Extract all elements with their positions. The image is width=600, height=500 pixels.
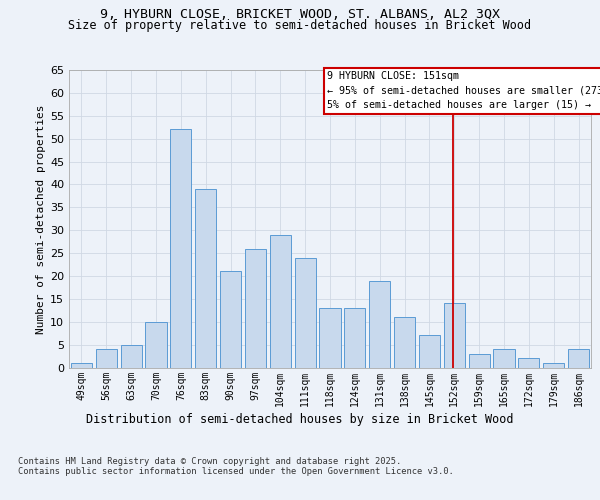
Bar — [543, 363, 564, 368]
Text: 9 HYBURN CLOSE: 151sqm
← 95% of semi-detached houses are smaller (273)
5% of sem: 9 HYBURN CLOSE: 151sqm ← 95% of semi-det… — [328, 72, 600, 110]
Bar — [469, 354, 490, 368]
Bar — [245, 248, 266, 368]
Y-axis label: Number of semi-detached properties: Number of semi-detached properties — [36, 104, 46, 334]
Bar — [344, 308, 365, 368]
Bar — [170, 130, 191, 368]
Bar — [96, 349, 117, 368]
Bar — [270, 235, 291, 368]
Bar — [518, 358, 539, 368]
Text: Distribution of semi-detached houses by size in Bricket Wood: Distribution of semi-detached houses by … — [86, 412, 514, 426]
Bar — [319, 308, 341, 368]
Bar — [195, 189, 216, 368]
Bar — [568, 349, 589, 368]
Bar — [71, 363, 92, 368]
Bar — [295, 258, 316, 368]
Text: Size of property relative to semi-detached houses in Bricket Wood: Size of property relative to semi-detach… — [68, 18, 532, 32]
Bar — [220, 272, 241, 368]
Text: Contains HM Land Registry data © Crown copyright and database right 2025.: Contains HM Land Registry data © Crown c… — [18, 458, 401, 466]
Bar — [121, 344, 142, 368]
Bar — [369, 280, 390, 368]
Bar — [394, 317, 415, 368]
Text: 9, HYBURN CLOSE, BRICKET WOOD, ST. ALBANS, AL2 3QX: 9, HYBURN CLOSE, BRICKET WOOD, ST. ALBAN… — [100, 8, 500, 20]
Bar — [145, 322, 167, 368]
Bar — [444, 304, 465, 368]
Bar — [493, 349, 515, 368]
Bar — [419, 336, 440, 368]
Text: Contains public sector information licensed under the Open Government Licence v3: Contains public sector information licen… — [18, 468, 454, 476]
